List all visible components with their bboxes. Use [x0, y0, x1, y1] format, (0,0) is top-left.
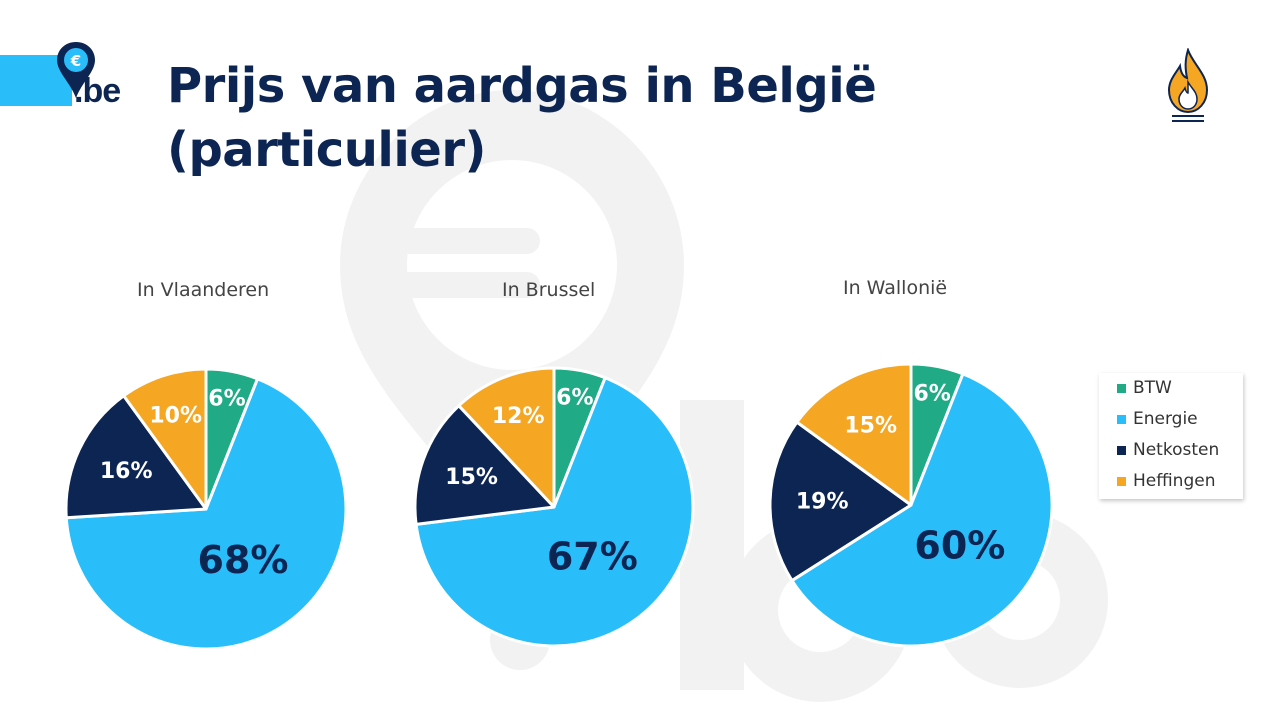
pie-slice-wallonie-energie	[790, 372, 1054, 648]
pie-slice-vlaanderen-energie	[64, 377, 348, 651]
gas-flame-icon	[1167, 48, 1209, 122]
logo-text: .be	[74, 72, 121, 110]
pie-label-brussel-heffingen: 12%	[492, 404, 545, 429]
svg-text:€: €	[70, 52, 81, 70]
legend-swatch-heffingen	[1117, 476, 1126, 486]
pie-label-brussel-energie: 67%	[547, 534, 638, 578]
pie-slice-vlaanderen-netkosten	[64, 394, 208, 520]
pie-label-brussel-btw: 6%	[556, 385, 593, 410]
pie-slice-wallonie-heffingen	[795, 362, 913, 507]
legend-item-btw: BTW	[1117, 378, 1172, 398]
chart-legend: BTW Energie Netkosten Heffingen	[1099, 373, 1243, 499]
pie-label-wallonie-btw: 6%	[913, 382, 950, 407]
pie-title-vlaanderen: In Vlaanderen	[137, 279, 270, 301]
pie-slice-brussel-heffingen	[457, 366, 556, 509]
legend-swatch-netkosten	[1117, 445, 1126, 455]
pie-label-brussel-netkosten: 15%	[445, 465, 498, 490]
legend-label-netkosten: Netkosten	[1133, 440, 1220, 460]
pie-label-wallonie-heffingen: 15%	[844, 413, 897, 438]
legend-item-heffingen: Heffingen	[1117, 471, 1215, 491]
pie-label-wallonie-netkosten: 19%	[796, 490, 849, 515]
title-line-2: (particulier)	[167, 122, 486, 178]
pie-slice-brussel-netkosten	[413, 404, 556, 526]
page-title: Prijs van aardgas in België (particulier…	[167, 54, 1067, 182]
legend-swatch-btw	[1117, 383, 1126, 393]
pie-label-vlaanderen-heffingen: 10%	[149, 403, 202, 428]
legend-swatch-energie	[1117, 414, 1126, 424]
legend-item-energie: Energie	[1117, 409, 1198, 429]
legend-label-btw: BTW	[1133, 378, 1172, 398]
legend-item-netkosten: Netkosten	[1117, 440, 1219, 460]
pie-label-vlaanderen-energie: 68%	[198, 538, 289, 582]
title-line-1: Prijs van aardgas in België	[167, 58, 877, 114]
pie-label-vlaanderen-netkosten: 16%	[100, 459, 153, 484]
pie-label-wallonie-energie: 60%	[914, 523, 1005, 567]
pie-title-brussel: In Brussel	[502, 279, 596, 301]
legend-label-energie: Energie	[1133, 409, 1198, 429]
pie-label-vlaanderen-btw: 6%	[208, 386, 245, 411]
pie-slice-brussel-energie	[414, 376, 695, 648]
euro-pin-icon: €	[57, 42, 95, 98]
pie-title-wallonie: In Wallonië	[843, 277, 948, 299]
pie-slice-wallonie-netkosten	[768, 420, 913, 583]
legend-label-heffingen: Heffingen	[1133, 471, 1216, 491]
pie-slice-vlaanderen-heffingen	[122, 367, 208, 511]
